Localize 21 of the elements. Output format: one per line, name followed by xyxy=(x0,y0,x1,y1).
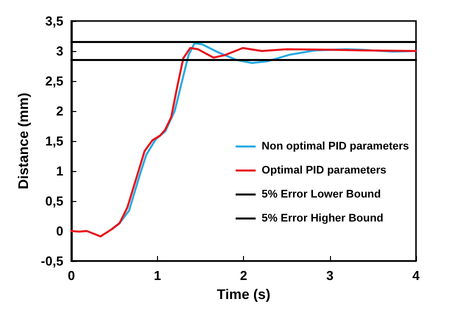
y-tick-label: 2,5 xyxy=(45,74,64,88)
x-tick-label: 3 xyxy=(326,268,334,283)
y-tick-label: 2 xyxy=(56,104,64,118)
legend-label: Optimal PID parameters xyxy=(262,164,386,176)
legend-label: 5% Error Lower Bound xyxy=(262,188,381,200)
y-tick-label: 0,5 xyxy=(45,194,64,208)
y-tick-label: 1 xyxy=(56,164,64,178)
y-tick-label: 3 xyxy=(56,44,64,58)
x-tick-label: 4 xyxy=(412,268,420,283)
y-axis-title: Distance (mm) xyxy=(15,92,31,190)
x-tick-label: 1 xyxy=(154,268,162,283)
y-tick-label: -0,5 xyxy=(40,254,64,268)
legend-label: 5% Error Higher Bound xyxy=(262,212,384,224)
line-series xyxy=(70,47,417,238)
x-tick-label: 0 xyxy=(68,268,75,283)
legend-label: Non optimal PID parameters xyxy=(262,140,410,152)
x-axis-title: Time (s) xyxy=(216,286,270,302)
x-tick-label: 2 xyxy=(240,268,248,283)
y-tick-label: 1,5 xyxy=(45,134,64,148)
y-tick-label: 0 xyxy=(56,224,64,238)
y-tick-label: 3,5 xyxy=(45,14,64,28)
